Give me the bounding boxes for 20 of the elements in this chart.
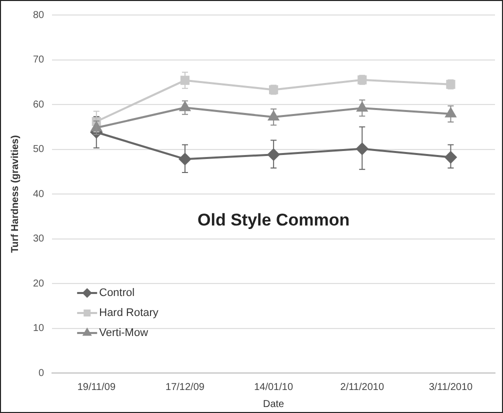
y-tick-label: 0 <box>38 368 45 379</box>
x-tick-label: 3/11/2010 <box>428 382 474 393</box>
y-tick-label: 30 <box>33 234 45 244</box>
x-tick-label: 17/12/09 <box>166 382 205 393</box>
x-tick-label: 2/11/2010 <box>340 382 384 393</box>
legend-label: Control <box>99 287 135 300</box>
x-axis-title: Date <box>263 398 285 410</box>
legend-label: Hard Rotary <box>99 307 159 320</box>
y-tick-label: 60 <box>33 99 45 110</box>
y-axis-title: Turf Hardness (gravities) <box>10 135 21 253</box>
text: Old Style Common <box>198 210 350 230</box>
y-tick-label: 50 <box>33 144 45 155</box>
x-tick-label: 14/01/10 <box>254 382 294 393</box>
x-tick-label: 19/11/09 <box>77 382 116 393</box>
y-tick-label: 20 <box>33 278 45 290</box>
legend-label: Verti-Mow <box>99 327 148 340</box>
y-tick-label: 40 <box>33 188 45 200</box>
y-tick-label: 70 <box>33 54 45 66</box>
y-tick-label: 80 <box>33 10 45 21</box>
y-tick-label: 10 <box>33 323 45 334</box>
